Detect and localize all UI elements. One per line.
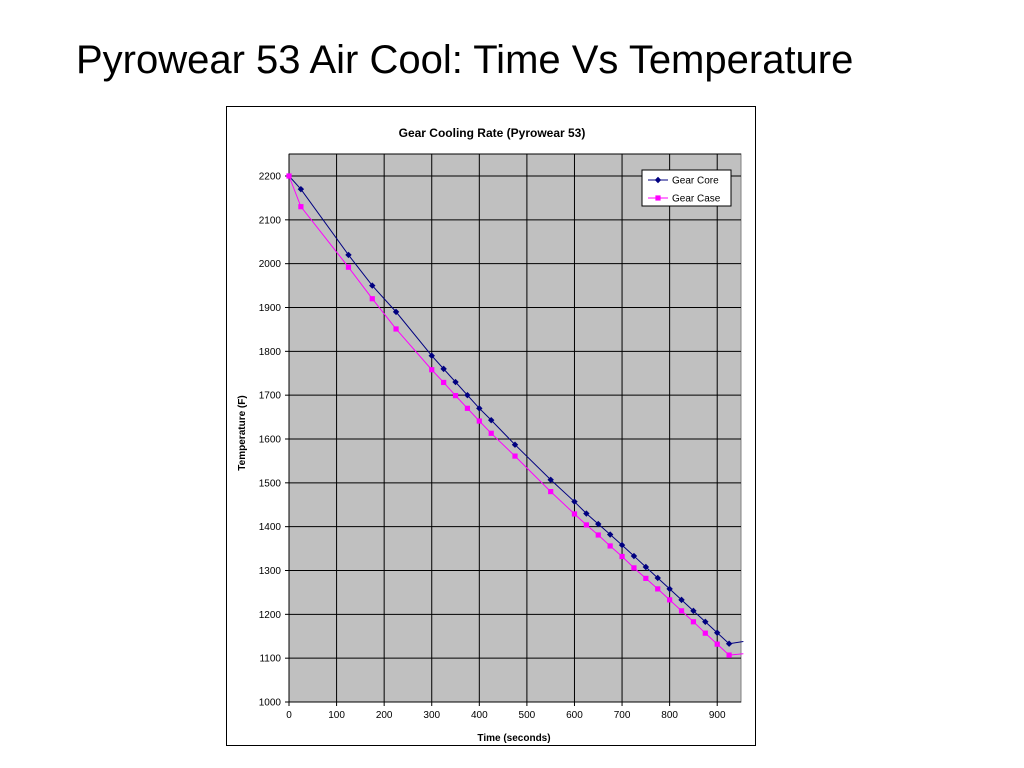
data-point — [476, 418, 482, 424]
y-tick-label: 2200 — [259, 172, 282, 183]
legend-label: Gear Core — [672, 176, 719, 187]
series-line-gear-core — [288, 175, 744, 645]
data-point — [666, 585, 673, 593]
data-point — [393, 326, 399, 332]
data-point — [595, 532, 601, 538]
x-tick-label: 200 — [376, 710, 393, 721]
y-tick-label: 1400 — [259, 522, 282, 533]
data-point — [619, 553, 625, 560]
data-point — [667, 597, 673, 603]
y-axis-title: Temperature (F) — [237, 395, 248, 470]
data-point — [452, 393, 459, 399]
x-axis-title: Time (seconds) — [477, 733, 550, 744]
data-point — [655, 195, 661, 201]
data-point — [488, 430, 494, 436]
data-point — [690, 619, 697, 625]
data-point — [714, 641, 720, 647]
data-point — [618, 541, 626, 549]
data-point — [654, 176, 662, 184]
x-tick-label: 900 — [709, 710, 726, 721]
data-point — [429, 367, 435, 373]
chart-frame: Gear Cooling Rate (Pyrowear 53) 1000 1100… — [226, 106, 756, 746]
x-tick-label: 400 — [471, 710, 488, 721]
data-point — [392, 308, 400, 316]
data-point — [702, 630, 708, 636]
data-point — [571, 511, 578, 517]
data-point — [369, 296, 375, 302]
data-point — [643, 575, 649, 581]
x-tick-label: 300 — [423, 710, 440, 721]
data-point — [476, 405, 483, 412]
y-tick-label: 1200 — [259, 610, 282, 621]
data-point — [345, 264, 352, 270]
data-point — [488, 416, 495, 424]
data-point — [297, 185, 305, 193]
y-tick-label: 1600 — [259, 435, 282, 446]
y-tick-label: 1800 — [259, 347, 282, 358]
data-point — [428, 352, 435, 359]
data-point — [369, 282, 376, 289]
legend-label: Gear Case — [672, 194, 721, 205]
data-point — [441, 379, 447, 386]
data-point — [631, 565, 637, 571]
data-point — [345, 251, 352, 259]
y-tick-label: 1000 — [259, 698, 282, 709]
data-point — [714, 629, 721, 636]
x-tick-label: 0 — [286, 710, 292, 721]
cooling-rate-chart: Gear Cooling Rate (Pyrowear 53) 10001100… — [237, 126, 744, 744]
data-point — [654, 574, 661, 582]
data-point — [583, 522, 589, 528]
plot-area: 1000110012001300140015001600170018001900… — [259, 153, 744, 721]
data-point — [512, 453, 518, 459]
y-tick-label: 2100 — [259, 215, 282, 226]
y-tick-label: 2000 — [259, 259, 282, 270]
data-point — [286, 173, 292, 179]
x-tick-label: 700 — [614, 710, 631, 721]
x-tick-label: 100 — [328, 710, 345, 721]
y-tick-label: 1700 — [259, 391, 282, 402]
legend: Gear Core Gear Case — [641, 169, 732, 207]
data-point — [726, 652, 732, 658]
y-tick-label: 1900 — [259, 303, 282, 314]
data-point — [702, 618, 709, 625]
y-tick-label: 1300 — [259, 566, 282, 577]
series-line-gear-case — [288, 175, 744, 656]
plot-background — [288, 153, 742, 703]
data-point — [548, 489, 554, 495]
data-point — [452, 378, 459, 386]
y-tick-label: 1100 — [259, 654, 281, 665]
y-tick-label: 1500 — [259, 478, 282, 489]
slide-title: Pyrowear 53 Air Cool: Time Vs Temperatur… — [76, 38, 854, 82]
data-point — [678, 608, 685, 614]
x-tick-label: 600 — [566, 710, 583, 721]
data-point — [655, 586, 661, 592]
data-point — [464, 405, 471, 411]
data-point — [547, 476, 554, 483]
x-tick-label: 800 — [661, 710, 678, 721]
data-point — [440, 365, 447, 373]
x-tick-label: 500 — [519, 710, 536, 721]
chart-title: Gear Cooling Rate (Pyrowear 53) — [399, 126, 586, 140]
data-point — [511, 441, 519, 448]
data-point — [607, 543, 613, 549]
data-point — [298, 204, 304, 210]
